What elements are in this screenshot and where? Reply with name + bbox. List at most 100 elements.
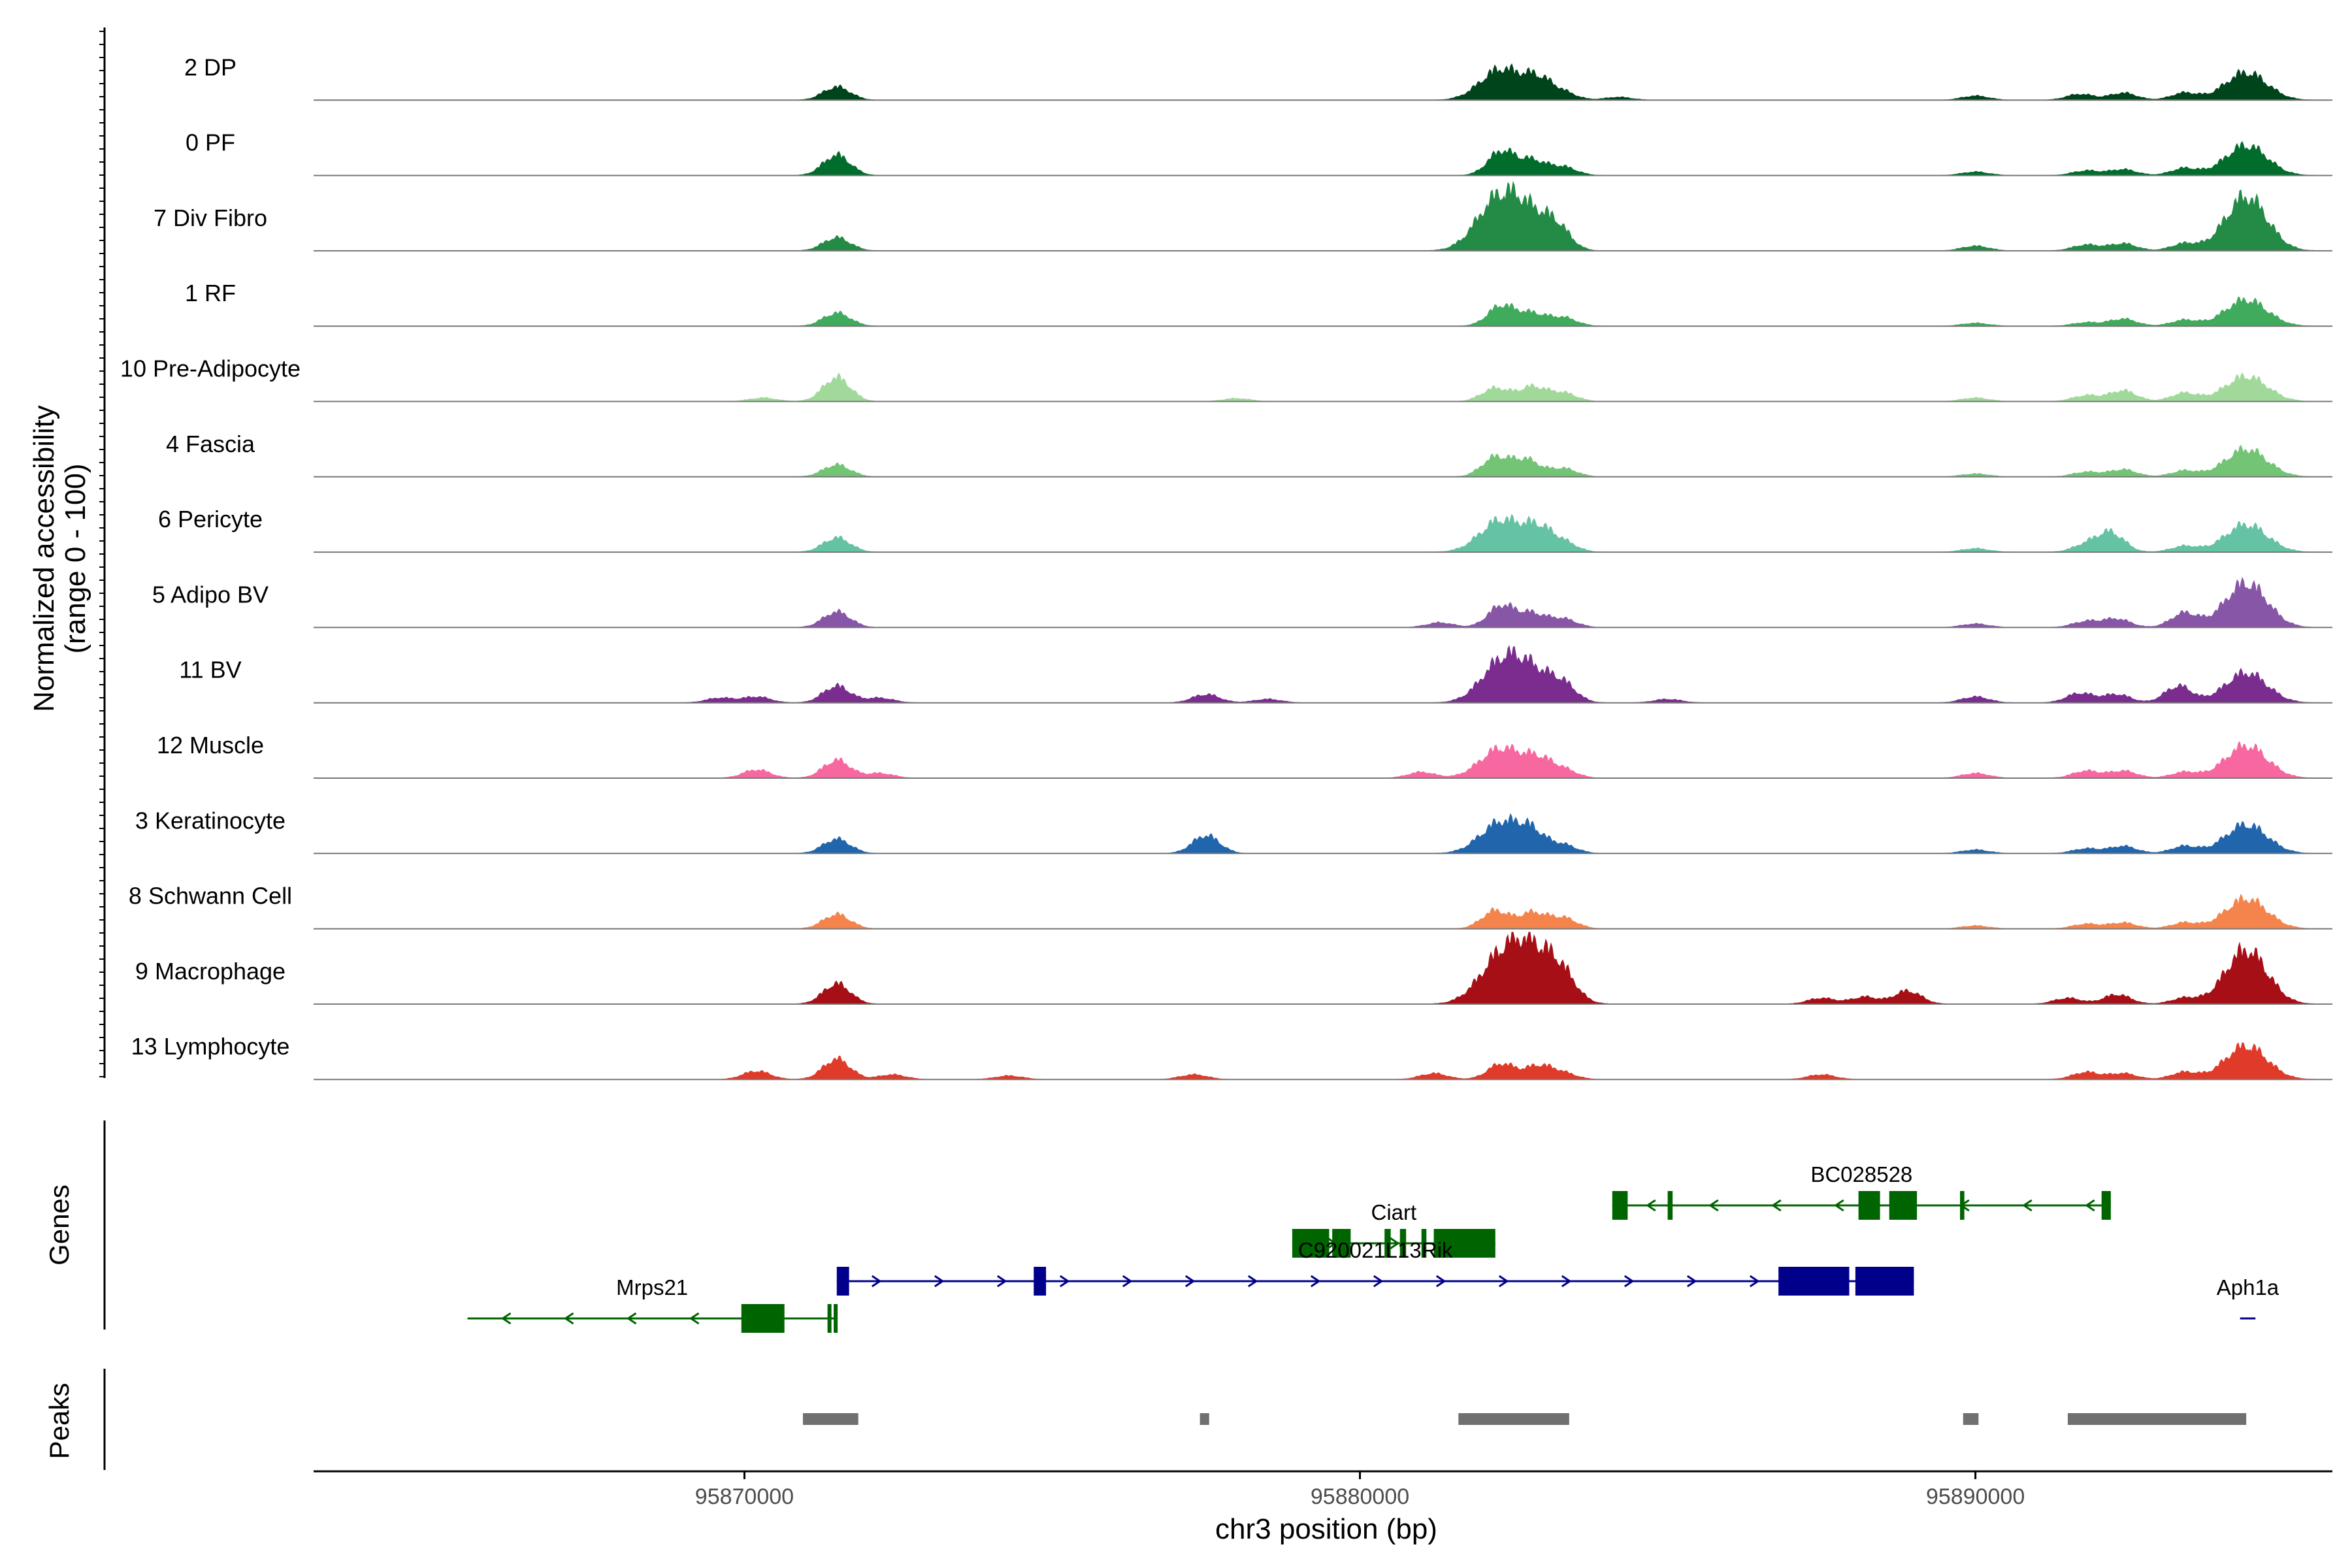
track-profile — [314, 180, 2332, 252]
peaks-panel — [103, 1369, 2247, 1470]
strand-arrow — [871, 1275, 882, 1288]
gene-aph1a: Aph1a — [2217, 1275, 2279, 1320]
track-label: 12 Muscle — [157, 732, 264, 759]
track-8-schwann-cell: 8 Schwann Cell — [129, 883, 2332, 930]
strand-arrow — [1708, 1199, 1719, 1212]
track-6-pericyte: 6 Pericyte — [158, 506, 2332, 553]
track-label: 4 Fascia — [166, 431, 255, 457]
gene-bc028528: BC028528 — [1612, 1162, 2111, 1220]
strand-arrow — [1686, 1275, 1697, 1288]
track-3-keratinocyte: 3 Keratinocyte — [135, 807, 2332, 855]
strand-arrow — [626, 1312, 637, 1325]
track-profile — [314, 813, 2332, 854]
gene-label: C920021L13Rik — [1298, 1238, 1453, 1262]
track-label: 5 Adipo BV — [152, 581, 269, 608]
gene-exon — [1421, 1229, 1427, 1258]
coverage-tracks: 2 DP 0 PF 7 Div Fibro 1 RF 10 Pre-Adipocyte 4… — [99, 27, 2332, 1081]
track-profile — [314, 444, 2332, 478]
strand-arrow — [1059, 1275, 1070, 1288]
strand-arrow — [500, 1312, 512, 1325]
track-profile — [314, 932, 2332, 1005]
track-10-pre-adipocyte: 10 Pre-Adipocyte — [120, 355, 2332, 402]
y-axis-label-line2: (range 0 - 100) — [59, 463, 91, 653]
peak-region — [1458, 1413, 1569, 1425]
track-2-dp: 2 DP — [184, 54, 2332, 101]
x-axis-label: chr3 position (bp) — [1215, 1513, 1437, 1545]
peak-region — [802, 1413, 858, 1425]
strand-arrow — [563, 1312, 574, 1325]
gene-exon — [827, 1304, 832, 1333]
track-profile — [314, 63, 2332, 101]
track-profile — [314, 140, 2332, 176]
genes-panel-label: Genes — [44, 1184, 74, 1266]
track-11-bv: 11 BV — [179, 645, 2332, 704]
track-label: 13 Lymphocyte — [131, 1033, 290, 1060]
peak-region — [1963, 1413, 1979, 1425]
strand-arrow — [1561, 1275, 1572, 1288]
track-label: 6 Pericyte — [158, 506, 263, 532]
track-profile — [314, 894, 2332, 930]
gene-exon — [1858, 1191, 1880, 1220]
gene-exon — [1332, 1229, 1351, 1258]
strand-arrow — [1498, 1275, 1509, 1288]
x-tick-label: 95890000 — [1926, 1484, 2025, 1509]
track-9-macrophage: 9 Macrophage — [135, 932, 2332, 1005]
strand-arrow — [1749, 1275, 1760, 1288]
gene-label: Ciart — [1371, 1200, 1416, 1224]
track-profile — [314, 1042, 2332, 1080]
gene-exon — [1960, 1191, 1965, 1220]
track-label: 8 Schwann Cell — [129, 883, 292, 909]
peak-region — [2067, 1413, 2247, 1425]
gene-mrps21: Mrps21 — [467, 1275, 838, 1333]
y-axis-label-line1: Normalized accessibility — [28, 405, 60, 711]
gene-exon — [1384, 1229, 1391, 1258]
strand-arrow — [1435, 1275, 1446, 1288]
strand-arrow — [1646, 1199, 1656, 1212]
track-label: 2 DP — [184, 54, 237, 80]
x-tick-label: 95870000 — [695, 1484, 794, 1509]
gene-exon — [2101, 1191, 2111, 1220]
strand-arrow — [1390, 1237, 1400, 1250]
gene-exon — [1855, 1267, 1914, 1296]
gene-label: Mrps21 — [616, 1275, 688, 1299]
strand-arrow — [1184, 1275, 1196, 1288]
track-7-div-fibro: 7 Div Fibro — [154, 180, 2332, 252]
track-label: 1 RF — [185, 280, 236, 306]
gene-ciart: Ciart — [1292, 1200, 1495, 1258]
track-label: 3 Keratinocyte — [135, 807, 286, 834]
strand-arrow — [2022, 1199, 2033, 1212]
track-label: 10 Pre-Adipocyte — [120, 355, 301, 382]
track-profile — [314, 372, 2332, 402]
track-profile — [314, 645, 2332, 704]
peak-region — [1200, 1413, 1209, 1425]
track-profile — [314, 741, 2332, 779]
track-label: 0 PF — [186, 129, 235, 156]
gene-annotation-panel: BC028528 Ciart C920021L13Rik Mrps21 Aph1a — [103, 1120, 2279, 1333]
track-1-rf: 1 RF — [185, 280, 2332, 327]
gene-label: Aph1a — [2217, 1275, 2279, 1299]
gene-exon — [1612, 1191, 1628, 1220]
strand-arrow — [996, 1275, 1007, 1288]
track-0-pf: 0 PF — [186, 129, 2332, 176]
gene-exon — [1433, 1229, 1495, 1258]
strand-arrow — [689, 1312, 700, 1325]
strand-arrow — [934, 1275, 945, 1288]
track-label: 11 BV — [179, 657, 241, 683]
track-13-lymphocyte: 13 Lymphocyte — [131, 1033, 2332, 1081]
x-axis: 95870000 95880000 95890000 — [314, 1470, 2332, 1509]
gene-exon — [1399, 1229, 1407, 1258]
gene-exon — [1292, 1229, 1330, 1258]
strand-arrow — [1247, 1275, 1258, 1288]
track-12-muscle: 12 Muscle — [157, 732, 2332, 779]
strand-arrow — [1771, 1199, 1782, 1212]
gene-label: BC028528 — [1810, 1162, 1912, 1186]
track-label: 9 Macrophage — [135, 958, 286, 985]
track-5-adipo-bv: 5 Adipo BV — [152, 576, 2332, 629]
gene-exon — [834, 1304, 838, 1333]
gene-exon — [1034, 1267, 1047, 1296]
gene-exon — [1778, 1267, 1850, 1296]
track-4-fascia: 4 Fascia — [166, 431, 2332, 478]
gene-exon — [836, 1267, 849, 1296]
peaks-panel-label: Peaks — [44, 1383, 74, 1460]
track-profile — [314, 576, 2332, 628]
